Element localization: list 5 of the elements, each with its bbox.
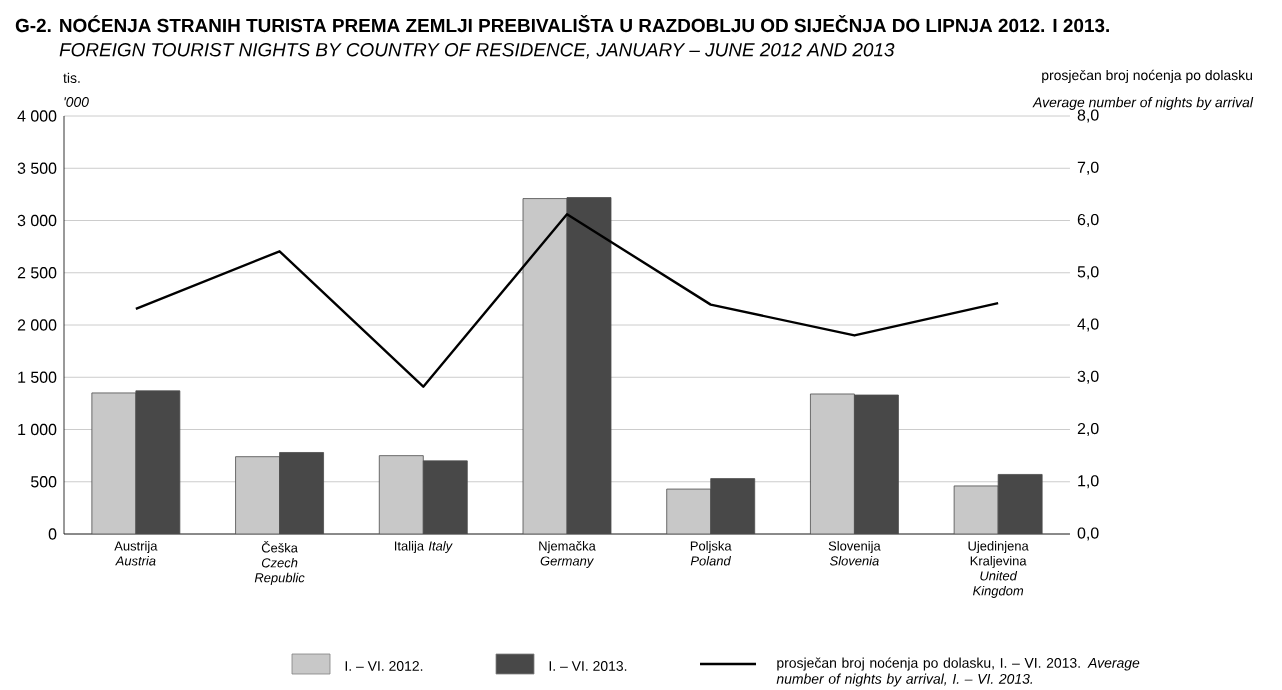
chart-subtitle: FOREIGN TOURIST NIGHTS BY COUNTRY OF RESIDENCE, JANUARY – JUNE 2012 AND 2013 <box>59 43 895 59</box>
bar <box>666 488 712 534</box>
line-series <box>134 213 1000 388</box>
chart-title: G-2. NOĆENJA STRANIH TURISTA PREMA ZEMLJI PREBIVALIŠTA U RAZDOBLJU OD SIJEČNJA DO LIPNJA 2012. I 2013. <box>15 15 1109 33</box>
bar <box>953 485 999 534</box>
